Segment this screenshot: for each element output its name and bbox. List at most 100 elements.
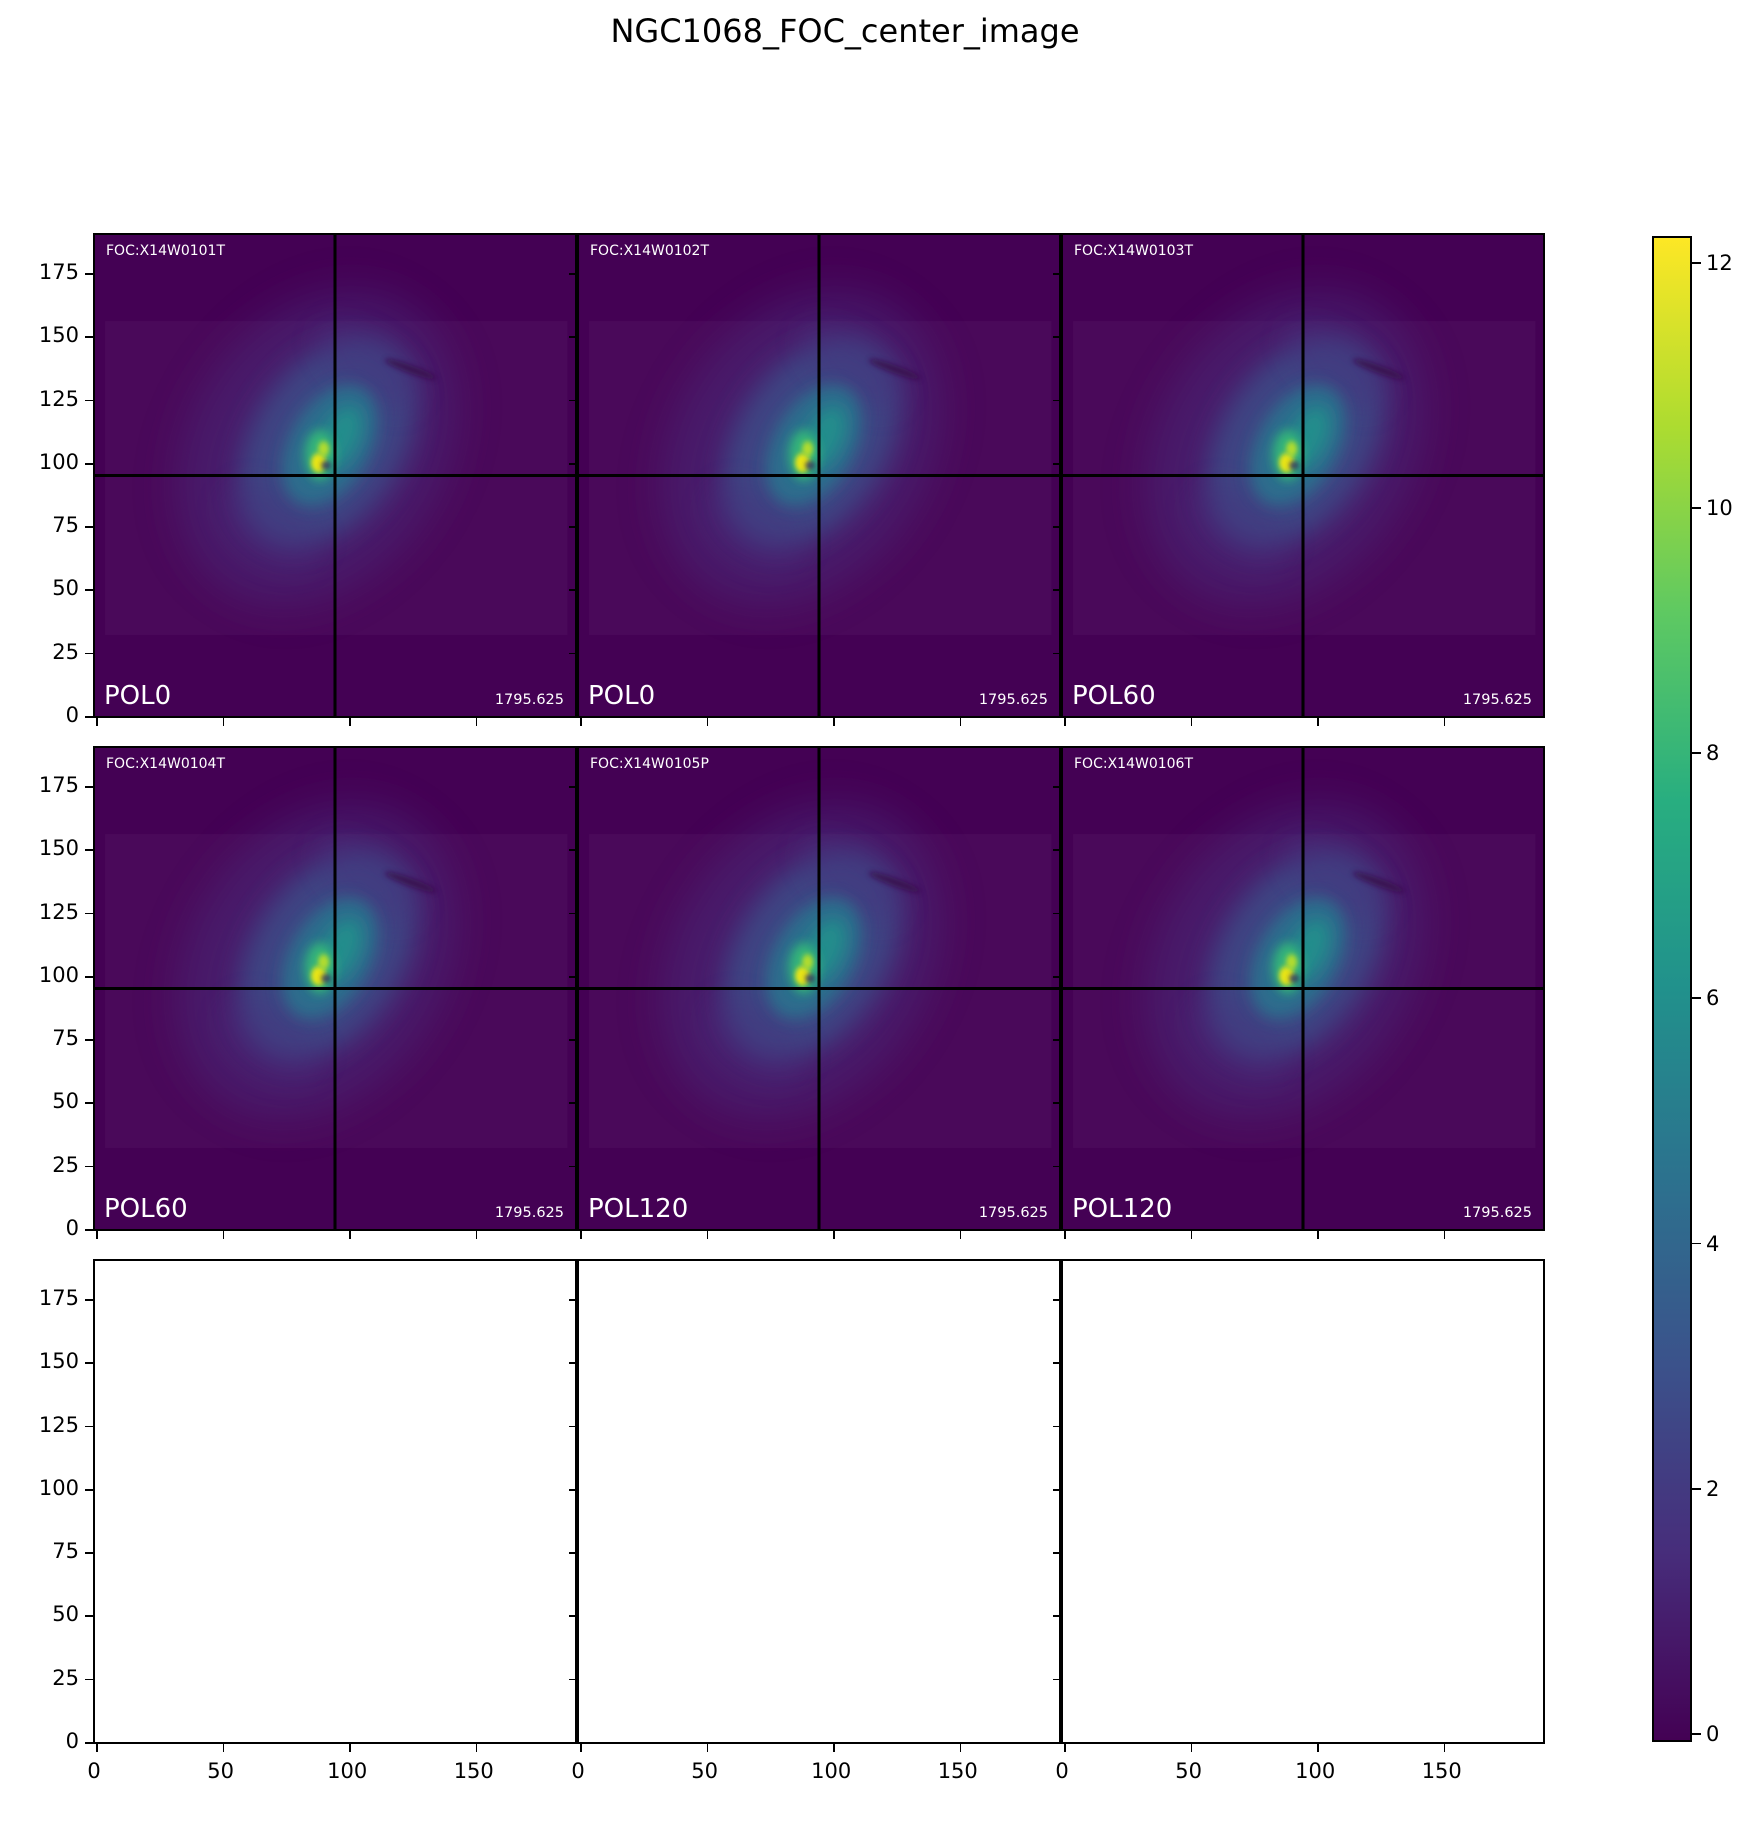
image-panel: FOC:X14W0101T POL0 1795.625 [85,233,577,726]
y-tick-label: 150 [38,323,79,348]
exposure-label: 1795.625 [1462,1205,1532,1221]
x-tick-label: 150 [453,1759,494,1783]
y-tick-mark [1053,1425,1061,1428]
x-tick-mark [1317,718,1319,726]
y-tick-mark [85,272,93,275]
x-tick-mark [833,1231,835,1239]
y-tick-mark [1053,912,1061,915]
y-tick-mark [85,1229,93,1231]
x-tick-label: 0 [87,1759,101,1783]
y-tick-mark [85,1488,93,1491]
image-panel: FOC:X14W0103T POL60 1795.625 [1053,233,1545,726]
foc-header-label: FOC:X14W0103T [1074,243,1193,259]
y-tick-mark [569,652,577,655]
x-tick-mark [706,718,709,726]
y-tick-mark [85,589,93,592]
x-tick-mark [833,1744,835,1752]
y-tick-mark [1053,462,1061,465]
x-tick-label: 0 [571,1759,585,1783]
colorbar-gradient [1652,236,1692,1742]
x-tick-mark [349,718,351,726]
y-tick-label: 0 [65,1729,79,1753]
y-tick-mark [1053,1165,1061,1168]
y-tick-mark [569,1362,577,1364]
y-tick-mark [85,785,93,788]
y-tick-mark [569,1165,577,1168]
y-tick-mark [569,526,577,528]
y-tick-label: 75 [52,513,79,538]
foc-header-label: FOC:X14W0106T [1074,756,1193,772]
x-tick-mark [1064,1744,1066,1752]
colorbar-tick-label: 8 [1706,741,1720,766]
colorbar-tick-mark [1692,752,1701,754]
x-tick-mark [1443,718,1446,726]
x-tick-mark [1317,1744,1319,1752]
y-tick-label: 50 [52,576,79,601]
y-tick-label: 75 [52,1539,79,1564]
x-tick-mark [475,718,478,726]
y-tick-mark [569,336,577,338]
y-tick-mark [1053,1552,1061,1554]
y-tick-label: 25 [52,639,79,664]
y-tick-mark [1053,1102,1061,1105]
y-tick-mark [85,1552,93,1554]
x-tick-mark [1317,1231,1319,1239]
x-tick-mark [959,1231,962,1239]
y-tick-label: 0 [65,703,79,727]
y-tick-mark [1053,975,1061,978]
y-tick-mark [1053,272,1061,275]
y-tick-label: 175 [38,259,79,284]
y-tick-label: 25 [52,1665,79,1690]
foc-header-label: FOC:X14W0104T [106,756,225,772]
y-tick-mark [85,526,93,528]
y-tick-mark [85,1039,93,1041]
x-tick-mark [1190,1744,1193,1752]
colorbar-tick-mark [1692,1487,1701,1490]
y-tick-mark [1053,1742,1061,1744]
colorbar-tick-mark [1692,507,1701,509]
y-tick-mark [569,785,577,788]
y-tick-mark [85,849,93,851]
x-tick-label: 100 [327,1759,368,1783]
galaxy-emission [1145,804,1425,1117]
y-tick-mark [1053,849,1061,851]
y-tick-label: 175 [38,772,79,797]
figure-title: NGC1068_FOC_center_image [610,12,1080,50]
y-tick-mark [569,975,577,978]
galaxy-image [95,235,575,716]
x-tick-mark [706,1744,709,1752]
x-tick-mark [959,718,962,726]
x-tick-mark [1190,1231,1193,1239]
x-tick-mark [96,1744,98,1752]
y-tick-label: 125 [38,386,79,411]
y-tick-mark [1053,1229,1061,1231]
x-tick-mark [222,718,225,726]
y-tick-mark [569,1298,577,1301]
y-tick-mark [1053,526,1061,528]
x-tick-mark [1064,1231,1066,1239]
polarizer-label: POL0 [104,681,172,711]
x-tick-mark [959,1744,962,1752]
y-tick-mark [1053,336,1061,338]
y-tick-mark [85,336,93,338]
galaxy-image [579,235,1059,716]
x-tick-mark [475,1744,478,1752]
exposure-label: 1795.625 [494,1205,564,1221]
image-panel: FOC:X14W0104T POL60 1795.625 [85,746,577,1239]
y-tick-mark [1053,1488,1061,1491]
y-tick-mark [569,1742,577,1744]
x-tick-mark [706,1231,709,1239]
y-tick-mark [1053,716,1061,718]
y-tick-mark [569,849,577,851]
colorbar-tick-mark [1692,1733,1701,1735]
x-tick-mark [222,1744,225,1752]
x-tick-mark [833,718,835,726]
polarizer-label: POL60 [104,1194,188,1224]
y-tick-mark [569,912,577,915]
y-tick-label: 125 [38,1412,79,1437]
galaxy-image [1063,235,1543,716]
y-tick-label: 0 [65,1216,79,1240]
x-tick-label: 50 [207,1759,234,1783]
exposure-label: 1795.625 [494,692,564,708]
